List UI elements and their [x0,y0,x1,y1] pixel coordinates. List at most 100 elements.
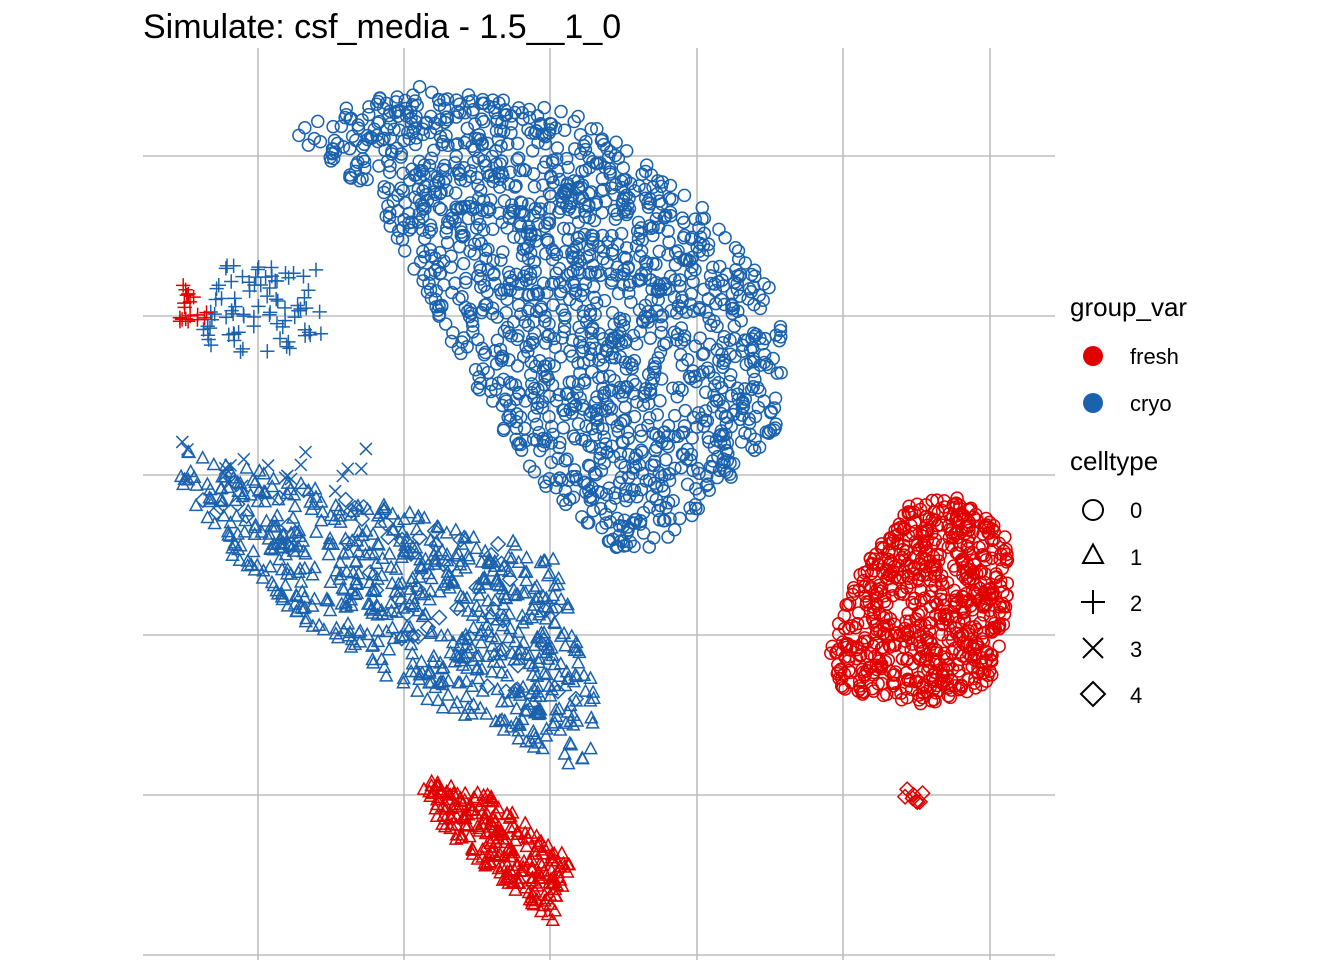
point-cryo-celltype-0 [651,292,665,307]
point-cryo-celltype-0 [345,129,360,143]
point-cryo-celltype-1 [397,537,413,551]
point-cryo-celltype-4 [534,632,552,649]
point-fresh-celltype-0 [877,626,891,640]
point-cryo-celltype-0 [419,187,433,202]
point-cryo-celltype-0 [471,191,486,206]
point-fresh-celltype-0 [935,577,950,592]
point-cryo-celltype-1 [499,668,515,682]
point-cryo-celltype-0 [486,174,500,189]
point-cryo-celltype-0 [663,178,678,193]
point-cryo-celltype-0 [680,477,695,492]
point-cryo-celltype-0 [298,121,312,135]
point-cryo-celltype-2 [201,332,216,347]
point-cryo-celltype-0 [531,205,546,220]
point-fresh-celltype-1 [536,897,551,912]
point-cryo-celltype-1 [396,511,412,525]
point-fresh-celltype-0 [965,659,979,674]
point-cryo-celltype-0 [659,208,673,223]
point-cryo-celltype-0 [390,104,405,118]
point-fresh-celltype-1 [495,872,511,886]
point-fresh-celltype-0 [973,565,987,579]
point-cryo-celltype-2 [262,280,277,296]
point-fresh-celltype-0 [923,616,937,630]
point-cryo-celltype-0 [701,292,716,306]
point-fresh-celltype-0 [968,681,983,695]
point-cryo-celltype-4 [536,602,554,619]
point-cryo-celltype-0 [510,136,525,151]
point-cryo-celltype-0 [613,350,627,364]
point-cryo-celltype-2 [269,273,285,289]
point-cryo-celltype-0 [484,377,499,392]
point-cryo-celltype-0 [613,416,628,431]
point-cryo-celltype-0 [677,188,692,203]
point-cryo-celltype-0 [383,206,397,220]
point-cryo-celltype-0 [444,334,459,349]
point-cryo-celltype-1 [298,613,314,628]
point-cryo-celltype-0 [351,121,366,136]
point-cryo-celltype-0 [610,207,624,222]
point-fresh-celltype-1 [465,842,481,856]
point-cryo-celltype-0 [462,309,477,324]
point-cryo-celltype-1 [412,569,427,583]
point-fresh-celltype-0 [985,551,999,565]
point-cryo-celltype-0 [452,105,467,120]
point-cryo-celltype-0 [391,204,405,218]
point-cryo-celltype-1 [445,634,461,649]
point-cryo-celltype-0 [675,211,690,225]
point-cryo-celltype-1 [383,559,399,573]
point-fresh-celltype-0 [894,693,909,707]
point-fresh-celltype-1 [513,863,529,878]
point-cryo-celltype-0 [530,286,545,301]
point-cryo-celltype-1 [464,678,480,692]
point-fresh-celltype-4 [907,793,925,810]
point-cryo-celltype-0 [549,266,564,281]
point-cryo-celltype-1 [497,713,513,727]
point-fresh-celltype-1 [524,851,539,866]
point-cryo-celltype-1 [465,607,481,621]
point-cryo-celltype-0 [595,520,609,535]
point-cryo-celltype-0 [601,339,615,353]
point-cryo-celltype-0 [424,151,439,165]
point-cryo-celltype-1 [484,664,500,678]
point-cryo-celltype-1 [485,563,501,577]
point-cryo-celltype-0 [375,133,389,147]
point-cryo-celltype-0 [673,511,687,526]
point-cryo-celltype-1 [256,466,272,480]
point-fresh-celltype-1 [542,874,557,889]
point-cryo-celltype-0 [686,410,701,425]
point-cryo-celltype-0 [672,380,686,395]
point-cryo-celltype-0 [440,183,454,198]
point-cryo-celltype-0 [292,128,306,143]
point-fresh-celltype-0 [943,690,958,705]
point-cryo-celltype-0 [584,265,598,280]
point-cryo-celltype-1 [519,564,534,578]
point-cryo-celltype-0 [574,432,589,447]
point-cryo-celltype-0 [492,96,506,110]
point-fresh-celltype-4 [896,788,914,805]
point-cryo-celltype-1 [507,587,523,602]
point-cryo-celltype-0 [679,305,693,319]
point-cryo-celltype-0 [616,534,631,549]
point-cryo-celltype-4 [355,498,372,516]
point-cryo-celltype-0 [490,333,505,348]
point-cryo-celltype-0 [707,371,722,385]
point-fresh-celltype-0 [866,684,881,698]
point-cryo-celltype-1 [393,629,408,643]
point-cryo-celltype-1 [575,750,590,765]
point-cryo-celltype-0 [619,188,634,203]
point-cryo-celltype-0 [695,200,710,215]
point-cryo-celltype-0 [475,203,490,218]
point-cryo-celltype-0 [444,260,458,275]
point-cryo-celltype-0 [656,514,671,528]
point-cryo-celltype-2 [207,306,222,322]
point-cryo-celltype-0 [773,323,788,338]
point-cryo-celltype-1 [538,611,554,625]
point-cryo-celltype-1 [232,552,247,566]
point-cryo-celltype-0 [708,379,722,393]
point-fresh-celltype-0 [852,583,866,597]
point-cryo-celltype-1 [515,711,530,726]
point-cryo-celltype-0 [454,221,468,236]
point-fresh-celltype-1 [423,788,438,803]
point-fresh-celltype-0 [977,519,991,533]
point-fresh-celltype-1 [439,783,454,798]
